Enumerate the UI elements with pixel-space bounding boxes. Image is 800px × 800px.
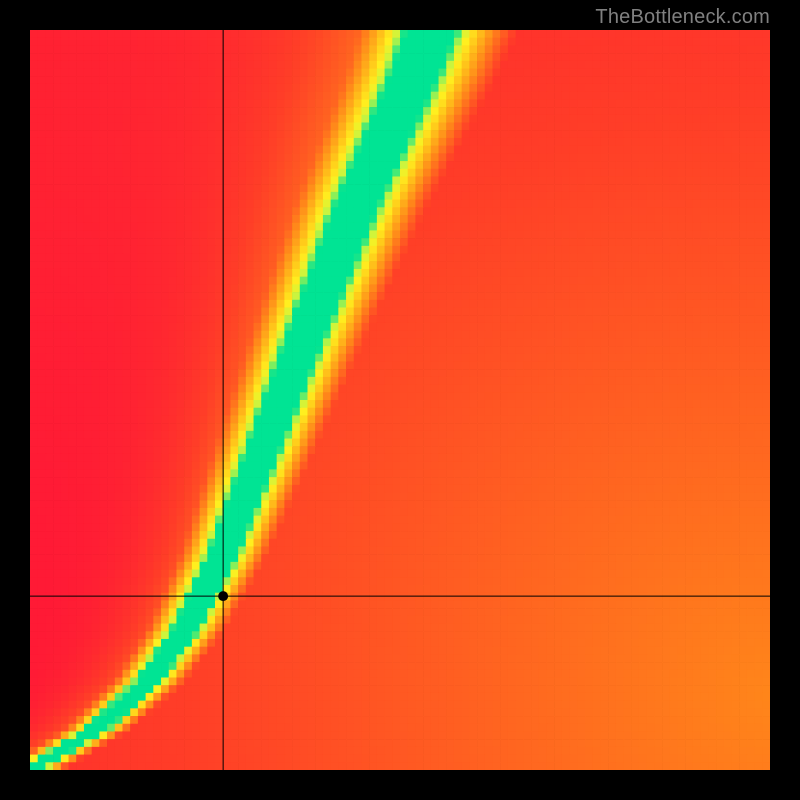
watermark-text: TheBottleneck.com [595,6,770,29]
bottleneck-heatmap [30,30,770,770]
